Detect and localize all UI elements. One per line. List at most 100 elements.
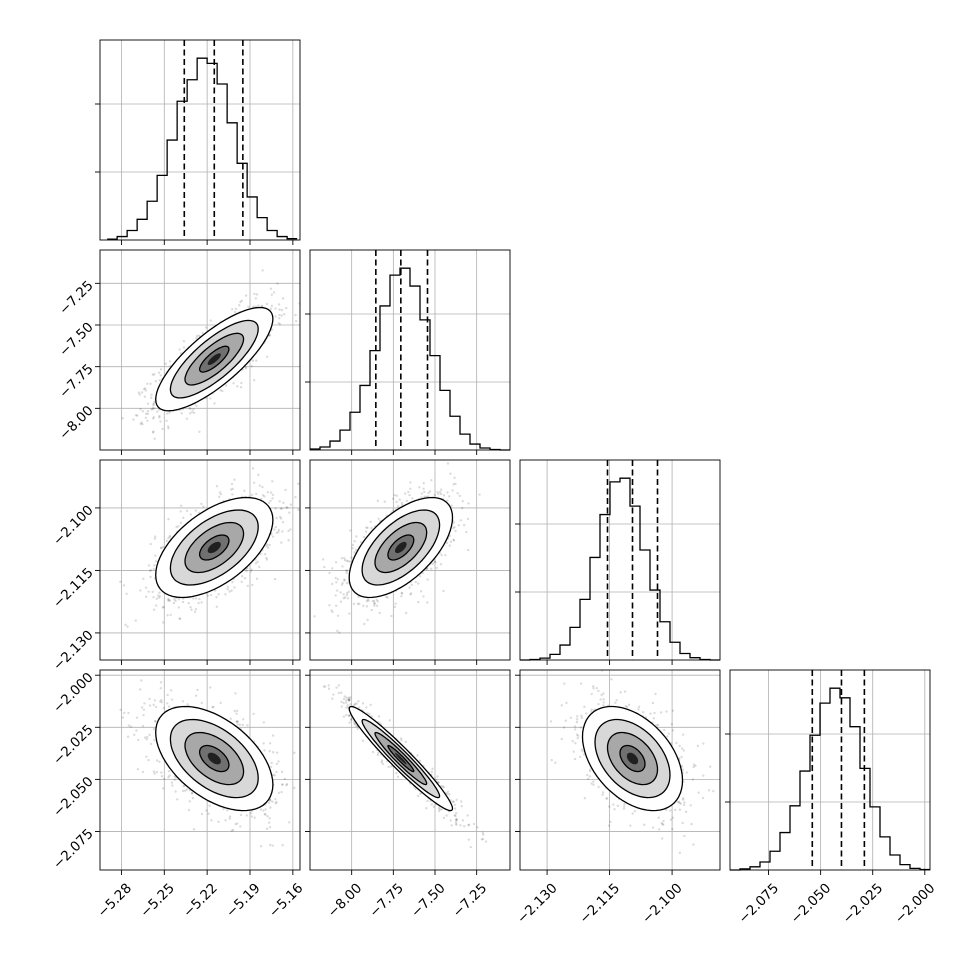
x-tick-label-2-2: −2.100 bbox=[639, 880, 686, 927]
panel-content bbox=[100, 460, 304, 660]
sample-point bbox=[651, 701, 655, 705]
sample-point bbox=[267, 501, 271, 504]
sample-point bbox=[655, 724, 658, 727]
sample-point bbox=[190, 791, 194, 795]
sample-point bbox=[153, 739, 156, 742]
sample-point bbox=[167, 770, 171, 773]
sample-point bbox=[132, 418, 135, 421]
sample-point bbox=[409, 481, 412, 484]
sample-point bbox=[287, 539, 290, 542]
sample-point bbox=[670, 722, 674, 726]
sample-point bbox=[347, 699, 351, 702]
sample-point bbox=[623, 802, 626, 806]
x-tick-label-1-1: −7.75 bbox=[366, 880, 407, 921]
sample-point bbox=[136, 767, 140, 771]
pair-panel-0-1 bbox=[95, 249, 301, 455]
panel-frame bbox=[99, 669, 301, 871]
sample-point bbox=[427, 491, 430, 495]
sample-point bbox=[152, 567, 156, 571]
contour-line-0 bbox=[198, 744, 230, 773]
sample-point bbox=[345, 593, 349, 597]
sample-point bbox=[619, 691, 622, 694]
sample-point bbox=[244, 366, 247, 369]
sample-point bbox=[480, 838, 483, 841]
sample-point bbox=[463, 825, 466, 828]
sample-point bbox=[182, 784, 185, 788]
sample-point bbox=[426, 799, 429, 803]
sample-point bbox=[297, 482, 300, 485]
sample-point bbox=[560, 704, 563, 707]
sample-point bbox=[152, 727, 156, 731]
sample-point bbox=[680, 755, 683, 759]
sample-point bbox=[370, 714, 373, 718]
sample-point bbox=[271, 734, 275, 737]
sample-point bbox=[254, 562, 258, 565]
sample-point bbox=[210, 819, 213, 822]
sample-point bbox=[230, 482, 234, 486]
sample-point bbox=[155, 597, 158, 601]
sample-point bbox=[280, 790, 283, 794]
sample-point bbox=[139, 408, 142, 411]
sample-point bbox=[136, 414, 139, 417]
sample-point bbox=[694, 764, 697, 767]
sample-point bbox=[149, 542, 152, 546]
sample-point bbox=[331, 697, 334, 700]
sample-point bbox=[195, 404, 198, 408]
sample-point bbox=[571, 740, 574, 743]
sample-point bbox=[119, 708, 122, 712]
sample-point bbox=[419, 590, 423, 593]
sample-point bbox=[564, 719, 568, 722]
sample-point bbox=[207, 812, 210, 815]
sample-point bbox=[235, 712, 238, 715]
sample-point bbox=[165, 419, 168, 423]
sample-point bbox=[452, 521, 456, 524]
sample-point bbox=[213, 402, 216, 405]
sample-point bbox=[277, 303, 281, 306]
sample-point bbox=[385, 595, 388, 599]
sample-point bbox=[146, 735, 149, 739]
x-tick-label-3-1: −2.050 bbox=[788, 880, 835, 927]
sample-point bbox=[365, 605, 369, 608]
sample-point bbox=[160, 546, 163, 549]
sample-point bbox=[236, 385, 239, 388]
sample-point bbox=[393, 605, 397, 609]
sample-point bbox=[159, 681, 163, 684]
sample-point bbox=[274, 507, 277, 510]
sample-point bbox=[281, 530, 284, 533]
sample-point bbox=[175, 525, 178, 529]
sample-point bbox=[181, 700, 185, 703]
sample-point bbox=[588, 769, 592, 773]
sample-point bbox=[682, 803, 686, 807]
sample-point bbox=[433, 493, 436, 497]
sample-point bbox=[341, 581, 344, 585]
sample-point bbox=[386, 596, 389, 599]
sample-point bbox=[657, 828, 661, 831]
sample-point bbox=[234, 307, 238, 311]
sample-point bbox=[696, 744, 700, 748]
contour-line-2 bbox=[361, 718, 441, 799]
sample-point bbox=[167, 517, 170, 521]
sample-point bbox=[368, 712, 371, 715]
sample-point bbox=[349, 529, 352, 532]
sample-point bbox=[302, 501, 304, 503]
sample-point bbox=[273, 528, 276, 531]
sample-point bbox=[185, 509, 189, 513]
sample-point bbox=[268, 826, 272, 829]
sample-point bbox=[209, 686, 212, 689]
sample-point bbox=[166, 599, 170, 602]
sample-point bbox=[449, 819, 452, 822]
sample-point bbox=[342, 697, 346, 701]
sample-point bbox=[671, 729, 675, 732]
sample-point bbox=[605, 797, 609, 800]
sample-point bbox=[215, 595, 218, 599]
sample-point bbox=[691, 778, 695, 781]
sample-point bbox=[152, 403, 155, 406]
contour-line-0 bbox=[387, 534, 415, 561]
sample-point bbox=[340, 583, 344, 586]
sample-point bbox=[674, 808, 677, 812]
sample-point bbox=[331, 582, 334, 586]
y-tick-label-2-2: −2.100 bbox=[50, 502, 97, 549]
sample-point bbox=[575, 718, 579, 721]
density-core bbox=[207, 752, 221, 765]
